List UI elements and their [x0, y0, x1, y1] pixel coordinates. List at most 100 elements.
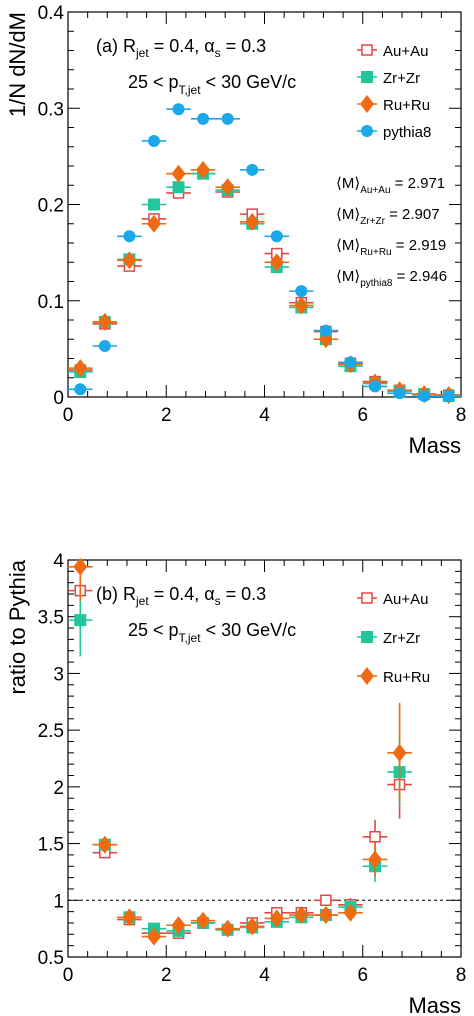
data-point — [123, 230, 136, 243]
mean-symbol: ⟨M⟩ — [336, 175, 360, 192]
y-tick-label: 0.4 — [38, 3, 65, 24]
data-point — [73, 557, 88, 576]
annotation-line2: 25 < pT,jet < 30 GeV/c — [128, 72, 296, 97]
annotation-text: < 30 GeV/c — [201, 620, 297, 640]
x-tick-label: 0 — [63, 965, 74, 986]
legend-entry: Zr+Zr — [357, 630, 420, 647]
data-point — [171, 916, 186, 935]
series-pythia8 — [68, 103, 461, 403]
legend-label: Zr+Zr — [383, 630, 420, 647]
legend-entry: Zr+Zr — [357, 70, 420, 87]
y-tick-label: 4 — [53, 551, 64, 572]
annotation-text: α — [204, 36, 214, 56]
mean-number: = 2.907 — [385, 206, 440, 223]
data-point — [147, 134, 160, 147]
y-tick-label: 0.5 — [38, 948, 64, 969]
mean-number: = 2.946 — [392, 268, 447, 285]
annotation-text: 25 < p — [128, 72, 179, 92]
data-point — [442, 390, 455, 403]
data-point — [245, 212, 260, 231]
data-point — [344, 356, 357, 369]
x-tick-label: 2 — [161, 965, 172, 986]
mean-symbol: ⟨M⟩ — [336, 206, 360, 223]
x-tick-label: 4 — [259, 405, 270, 426]
y-tick-label: 0.1 — [38, 292, 64, 313]
data-point — [294, 296, 309, 315]
data-point — [320, 894, 332, 907]
data-point — [343, 903, 358, 922]
annotation-sub: s — [215, 594, 221, 608]
panel-label: (a) — [96, 36, 123, 56]
data-point — [74, 383, 87, 396]
legend-entry: Ru+Ru — [357, 95, 430, 114]
x-tick-label: 6 — [357, 405, 368, 426]
mean-value: ⟨M⟩Zr+Zr = 2.907 — [336, 206, 440, 227]
data-point — [122, 908, 137, 927]
data-point — [294, 906, 309, 925]
mean-sub: Au+Au — [360, 185, 390, 196]
x-axis-title: Mass — [408, 993, 461, 1016]
legend-label: pythia8 — [383, 124, 431, 141]
annotation-text: 25 < p — [128, 620, 179, 640]
panel-a: 0 2 4 6 8 0 0.1 0.2 0.3 0.4 Mass 1/N dN/dM (a) Rjet … — [5, 3, 466, 458]
annotation-sub: T,jet — [179, 631, 202, 645]
y-tick-label: 2.5 — [38, 721, 64, 742]
y-axis-title: ratio to Pythia — [5, 559, 30, 694]
mean-sub: Ru+Ru — [360, 247, 391, 258]
panel-label: (b) — [96, 584, 123, 604]
y-tick-label: 2 — [53, 778, 64, 799]
mean-symbol: ⟨M⟩ — [336, 268, 360, 285]
annotation-sub: s — [215, 46, 221, 60]
legend-entry: pythia8 — [357, 124, 431, 141]
annotation-line2: 25 < pT,jet < 30 GeV/c — [128, 620, 296, 645]
data-point — [147, 198, 160, 211]
data-point — [318, 906, 333, 925]
legend-label: Ru+Ru — [383, 669, 430, 686]
x-tick-label: 6 — [357, 965, 368, 986]
data-point — [392, 743, 407, 762]
annotation-text: < 30 GeV/c — [201, 72, 297, 92]
series-ru-ru — [68, 557, 412, 946]
data-point — [269, 909, 284, 928]
mean-symbol: ⟨M⟩ — [336, 237, 360, 254]
data-point — [74, 614, 87, 627]
y-tick-label: 0 — [53, 388, 64, 409]
y-tick-label: 3.5 — [38, 608, 64, 629]
y-tick-label: 0.2 — [38, 196, 64, 217]
data-point — [319, 324, 332, 337]
annotation-text: = 0.3 — [221, 36, 267, 56]
x-tick-label: 2 — [161, 405, 172, 426]
annotation-text: R — [123, 36, 136, 56]
data-point — [197, 112, 210, 125]
legend-entry: Au+Au — [357, 43, 428, 60]
legend-entry: Ru+Ru — [357, 667, 430, 686]
annotation-sub: jet — [135, 46, 149, 60]
legend-marker — [361, 71, 373, 83]
data-point — [146, 214, 161, 233]
y-tick-label: 0.3 — [38, 99, 64, 120]
data-point — [245, 917, 260, 936]
annotation-line1: (a) Rjet = 0.4, αs = 0.3 — [96, 36, 266, 60]
data-point — [220, 178, 235, 197]
data-point — [270, 230, 283, 243]
mean-value: ⟨M⟩Au+Au = 2.971 — [336, 175, 445, 196]
legend-label: Au+Au — [383, 591, 428, 608]
data-point — [98, 339, 111, 352]
data-point — [171, 164, 186, 183]
panel-b: 0 2 4 6 8 0.5 1 1.5 2 2.5 3 3.5 4 Mass ratio to Pythia… — [5, 551, 466, 1016]
y-tick-label: 3 — [53, 664, 64, 685]
data-point — [220, 919, 235, 938]
data-point — [269, 253, 284, 272]
annotation-sub: jet — [135, 594, 149, 608]
annotation-text: α — [204, 584, 214, 604]
y-tick-label: 1 — [53, 891, 64, 912]
data-point — [172, 181, 185, 194]
data-point — [172, 103, 185, 116]
x-tick-label: 0 — [63, 405, 74, 426]
annotation-text: = 0.4, — [149, 36, 205, 56]
legend-marker — [360, 667, 374, 685]
x-tick-label: 8 — [456, 965, 467, 986]
annotation-text: = 0.3 — [221, 584, 267, 604]
legend-marker — [361, 631, 373, 643]
